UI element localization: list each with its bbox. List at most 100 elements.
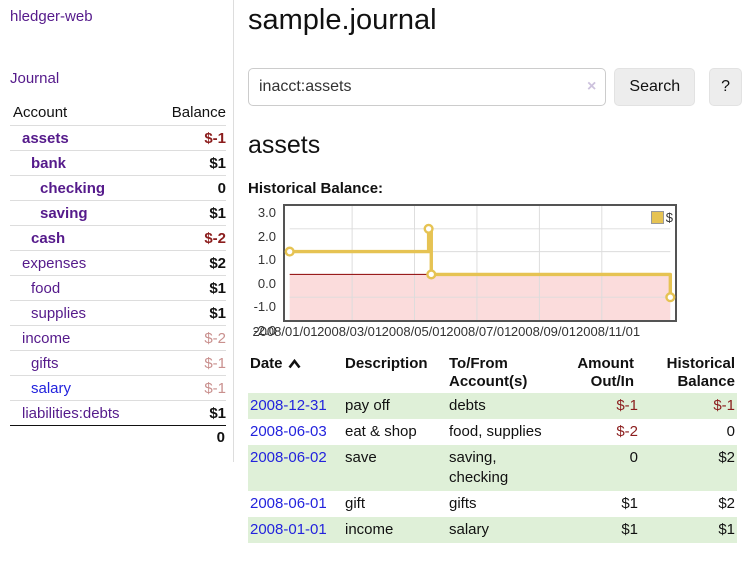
- y-tick-label: 0.0: [257, 275, 276, 291]
- y-tick-label: 1.0: [257, 252, 276, 268]
- register-cell-accounts: food, supplies: [449, 423, 542, 440]
- search-box: ×: [248, 68, 607, 106]
- x-tick-label: 2008/09/01: [510, 324, 576, 339]
- accounts-column-balance: Balance: [171, 104, 226, 121]
- x-tick-label: 2008/11/01: [576, 324, 641, 339]
- main-content: sample.journal × Search ? assets Histori…: [248, 0, 742, 543]
- chart-x-axis: 2008/01/01 2008/03/01 2008/05/01 2008/07/01…: [248, 324, 742, 341]
- account-balance: $1: [209, 305, 226, 322]
- register-cell-accounts: salary: [449, 521, 490, 538]
- account-row: expenses $2: [10, 250, 226, 275]
- account-link[interactable]: food: [31, 280, 61, 297]
- register-cell-accounts: gifts: [449, 495, 477, 512]
- page-title: sample.journal: [248, 4, 437, 36]
- account-row: gifts $-1: [10, 350, 226, 375]
- search-help-button[interactable]: ?: [709, 68, 742, 106]
- account-link[interactable]: assets: [22, 130, 69, 147]
- register-cell-amount: $1: [621, 495, 638, 512]
- accounts-column-account: Account: [13, 104, 68, 121]
- account-link[interactable]: expenses: [22, 255, 87, 272]
- transaction-date-link[interactable]: 2008-06-03: [250, 423, 327, 440]
- register-cell-accounts: debts: [449, 397, 486, 414]
- account-link[interactable]: checking: [40, 180, 106, 197]
- register-cell-amount: $-1: [616, 397, 638, 414]
- register-cell-amount: 0: [629, 449, 638, 466]
- account-row: salary $-1: [10, 375, 226, 400]
- chart-heading: Historical Balance:: [248, 180, 384, 197]
- account-link[interactable]: cash: [31, 230, 66, 247]
- register-header-date[interactable]: Date: [248, 353, 345, 393]
- account-list: assets $-1 bank $1 checking 0 saving $1 …: [10, 125, 226, 425]
- x-tick-label: 2008/05/01: [381, 324, 447, 339]
- sort-ascending-icon: [287, 358, 301, 369]
- accounts-table-header: Account Balance: [10, 101, 226, 125]
- account-balance: $-1: [204, 380, 226, 397]
- account-link[interactable]: income: [22, 330, 71, 347]
- transaction-date-link[interactable]: 2008-06-02: [250, 449, 327, 466]
- register-header-accounts: To/From Account(s): [449, 355, 528, 390]
- legend-series-label: $: [665, 210, 673, 225]
- account-balance: $1: [209, 280, 226, 297]
- account-link[interactable]: gifts: [31, 355, 59, 372]
- register-cell-date: 2008-06-03: [248, 419, 345, 445]
- clear-search-icon[interactable]: ×: [587, 78, 597, 95]
- account-row: saving $1: [10, 200, 226, 225]
- register-row: 2008-01-01 income salary $1 $1: [248, 517, 737, 543]
- y-tick-label: -1.0: [253, 299, 276, 315]
- account-balance: 0: [217, 180, 226, 197]
- register-cell-balance: $2: [718, 495, 735, 512]
- chart-plot-area: $: [283, 204, 681, 322]
- account-heading: assets: [248, 131, 321, 159]
- chart-y-axis: 3.0 2.0 1.0 0.0 -1.0 -2.0: [248, 204, 279, 338]
- account-balance: $-2: [204, 230, 226, 247]
- y-tick-label: 3.0: [257, 205, 276, 220]
- register-cell-date: 2008-12-31: [248, 393, 345, 419]
- register-cell-description: gift: [345, 495, 366, 512]
- account-link[interactable]: liabilities:debts: [22, 405, 120, 422]
- balance-chart: 3.0 2.0 1.0 0.0 -1.0 -2.0 $ 2008/01/01 2008/03…: [248, 204, 742, 341]
- register-header-balance: Historical Balance: [666, 355, 735, 390]
- register-row: 2008-12-31 pay off debts $-1 $-1: [248, 393, 737, 419]
- account-balance: $-1: [204, 130, 226, 147]
- register-header-amount: Amount Out/In: [577, 355, 634, 390]
- account-balance: $2: [209, 255, 226, 272]
- register-cell-date: 2008-06-01: [248, 491, 345, 517]
- account-link[interactable]: salary: [31, 380, 72, 397]
- account-row: bank $1: [10, 150, 226, 175]
- account-balance: $1: [209, 155, 226, 172]
- account-balance: $1: [209, 405, 226, 422]
- x-tick-label: 2008/03/01: [317, 324, 383, 339]
- app-brand-link[interactable]: hledger-web: [10, 8, 93, 25]
- register-cell-amount: $1: [621, 521, 638, 538]
- sidebar-item-journal[interactable]: Journal: [10, 70, 60, 87]
- register-header-row: Date Description To/From Account(s) Amou…: [248, 353, 737, 393]
- register-row: 2008-06-03 eat & shop food, supplies $-2…: [248, 419, 737, 445]
- register-cell-description: save: [345, 449, 377, 466]
- balance-chart-plot: [283, 204, 677, 322]
- register-cell-amount: $-2: [616, 423, 638, 440]
- y-tick-label: 2.0: [257, 228, 276, 244]
- x-tick-label: 2008/07/01: [446, 324, 512, 339]
- transaction-date-link[interactable]: 2008-06-01: [250, 495, 327, 512]
- register-cell-balance: $2: [718, 449, 735, 466]
- account-link[interactable]: supplies: [31, 305, 87, 322]
- register-cell-balance: $1: [718, 521, 735, 538]
- register-header-description: Description: [345, 355, 428, 372]
- transaction-date-link[interactable]: 2008-12-31: [250, 397, 327, 414]
- register-cell-date: 2008-01-01: [248, 517, 345, 543]
- register-table: Date Description To/From Account(s) Amou…: [248, 353, 737, 543]
- transaction-date-link[interactable]: 2008-01-01: [250, 521, 327, 538]
- account-row: supplies $1: [10, 300, 226, 325]
- register-header-date-label: Date: [250, 355, 283, 372]
- account-row: checking 0: [10, 175, 226, 200]
- register-body: 2008-12-31 pay off debts $-1 $-1 2008-06…: [248, 393, 737, 543]
- register-cell-description: eat & shop: [345, 423, 417, 440]
- account-link[interactable]: saving: [40, 205, 88, 222]
- search-input[interactable]: [248, 68, 607, 106]
- search-form: × Search ?: [248, 68, 742, 106]
- y-tick-label: -2.0: [253, 323, 276, 338]
- search-button[interactable]: Search: [614, 68, 696, 106]
- register-cell-date: 2008-06-02: [248, 445, 345, 491]
- account-link[interactable]: bank: [31, 155, 67, 172]
- account-row: income $-2: [10, 325, 226, 350]
